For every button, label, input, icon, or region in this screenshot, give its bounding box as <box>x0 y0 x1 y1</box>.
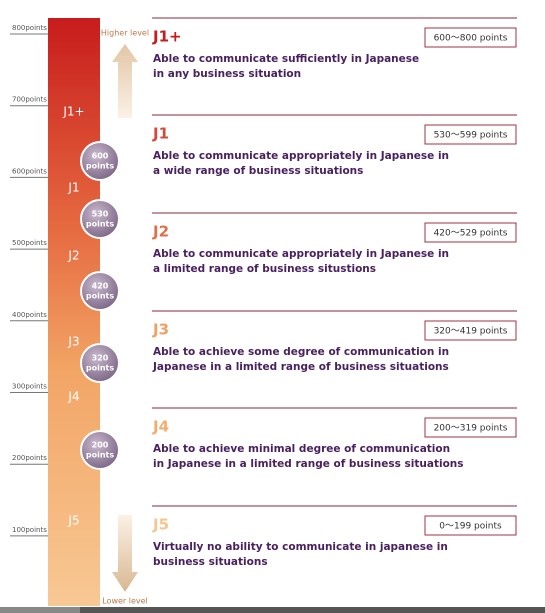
scale-label: 500points <box>12 239 47 247</box>
range-box <box>424 222 517 243</box>
marker-value: 420 <box>92 282 109 291</box>
scale-label: 800points <box>12 24 47 32</box>
marker-circle <box>80 199 120 239</box>
level-description: Japanese in a limited range of business … <box>152 361 449 373</box>
level-description: Able to communicate appropriately in Jap… <box>153 150 449 162</box>
marker-circle <box>80 343 120 383</box>
marker-circle <box>80 430 120 470</box>
scale-label: 600points <box>12 167 47 175</box>
bar-label: J1 <box>67 181 79 195</box>
marker-unit: points <box>86 292 114 301</box>
scale-label: 700points <box>12 96 47 104</box>
level-description: a wide range of business situations <box>153 165 363 177</box>
marker-circle <box>80 141 120 181</box>
marker-value: 600 <box>92 152 109 161</box>
lower-label: Lower level <box>102 597 148 606</box>
level-description: Able to communicate appropriately in Jap… <box>153 248 449 260</box>
bar-label: J5 <box>67 514 79 528</box>
level-description: Able to achieve some degree of communica… <box>153 346 449 358</box>
marker-unit: points <box>86 220 114 229</box>
level-bar <box>48 18 100 606</box>
bar-label: J1+ <box>62 105 84 119</box>
level-range: 530～599 points <box>434 131 508 141</box>
range-box <box>424 27 517 48</box>
up-arrow <box>112 44 138 118</box>
level-range: 420～529 points <box>434 229 508 239</box>
scale-label: 300points <box>12 383 47 391</box>
bar-label: J4 <box>67 390 79 404</box>
marker-unit: points <box>86 364 114 373</box>
range-box <box>424 320 517 341</box>
marker-value: 320 <box>92 354 109 363</box>
level-description: Able to communicate sufficiently in Japa… <box>153 53 419 65</box>
bar-label: J2 <box>67 249 79 263</box>
scale-label: 400points <box>12 311 47 319</box>
level-title: J4 <box>152 418 169 436</box>
level-title: J1+ <box>152 28 182 46</box>
level-range: 200～319 points <box>434 424 508 434</box>
range-box <box>424 124 517 145</box>
footer-bar <box>0 607 545 613</box>
level-range: 0～199 points <box>439 522 502 532</box>
range-box <box>424 515 517 536</box>
level-title: J2 <box>152 223 169 241</box>
level-title: J3 <box>152 321 169 339</box>
range-box <box>424 417 517 438</box>
marker-value: 530 <box>92 210 109 219</box>
marker-circle <box>80 271 120 311</box>
bar-label: J3 <box>67 335 79 349</box>
level-description: in Japanese in a limited range of busine… <box>153 458 464 470</box>
level-range: 320～419 points <box>434 327 508 337</box>
level-description: business situations <box>153 556 268 568</box>
marker-unit: points <box>86 162 114 171</box>
level-description: Able to achieve minimal degree of commun… <box>153 443 450 455</box>
higher-label: Higher level <box>101 29 149 38</box>
scale-label: 200points <box>12 454 47 462</box>
marker-unit: points <box>86 451 114 460</box>
level-range: 600～800 points <box>434 34 508 44</box>
level-title: J5 <box>152 516 169 534</box>
level-description: in any business situation <box>153 68 301 80</box>
footer-bar-left <box>0 607 80 613</box>
down-arrow <box>112 515 138 592</box>
level-description: a limited range of business situstions <box>153 263 376 275</box>
scale-label: 100points <box>12 526 47 534</box>
marker-value: 200 <box>92 441 109 450</box>
level-title: J1 <box>152 125 169 143</box>
level-description: Virtually no ability to communicate in j… <box>153 541 448 553</box>
